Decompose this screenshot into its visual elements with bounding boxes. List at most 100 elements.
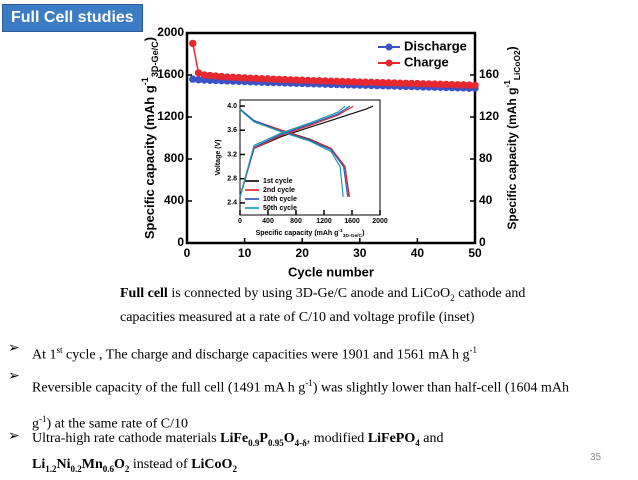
- text-run: Specific capacity (mAh g: [505, 88, 519, 230]
- text-run: Voltage (V): [215, 139, 222, 175]
- text-run: 3D-Ge/C: [343, 233, 363, 239]
- text-run: 0.9: [248, 437, 260, 448]
- data-point: [189, 39, 197, 48]
- bullet: At 1st cycle , The charge and discharge …: [32, 340, 477, 366]
- y-axis-label: Voltage (V): [215, 139, 222, 175]
- text-run: 4-δ: [294, 437, 307, 448]
- bullet-arrow: ➢: [8, 341, 20, 356]
- text-run: -1: [39, 413, 47, 424]
- legend-label: Discharge: [404, 38, 467, 53]
- text-run: ): [505, 46, 519, 50]
- text-run: 0.95: [267, 437, 284, 448]
- text-run: O: [113, 456, 125, 472]
- data-point: [471, 81, 479, 89]
- text-run: st: [56, 345, 63, 355]
- text-run: -1: [305, 378, 313, 388]
- y-tick-label: 2.4: [227, 200, 237, 207]
- x-tick-label: 1200: [316, 218, 332, 225]
- legend-marker: [385, 43, 393, 51]
- legend-label: 2nd cycle: [263, 187, 295, 194]
- x-tick-label: 10: [238, 246, 252, 260]
- bullet-arrow: ➢: [8, 429, 20, 444]
- text-run: Mn: [81, 456, 103, 472]
- plot-frame: [239, 99, 381, 216]
- text-run: -1: [338, 228, 343, 234]
- bullet: Reversible capacity of the full cell (14…: [32, 368, 572, 439]
- x-tick-label: 400: [262, 218, 274, 225]
- x-tick-label: 0: [184, 246, 191, 260]
- bullet: Ultra-high rate cathode materials LiFe0.…: [32, 428, 532, 480]
- x-tick-label: 1600: [344, 218, 360, 225]
- text-run: O: [283, 431, 295, 446]
- bullet-arrow: ➢: [8, 369, 20, 384]
- y-tick-label: 800: [164, 151, 184, 165]
- text-run: ) at the same rate of C/10: [46, 416, 189, 432]
- y-tick-label: 3.2: [227, 151, 237, 158]
- x-tick-label: 20: [296, 246, 310, 260]
- text-run: 0.2: [70, 463, 82, 474]
- y-tick-label: 1600: [157, 67, 184, 81]
- text-run: instead of: [129, 456, 192, 472]
- text-run: ): [362, 230, 364, 237]
- y2-tick-label: 80: [479, 151, 493, 165]
- y2-tick-label: 160: [479, 67, 499, 81]
- text-run: 0.6: [102, 463, 114, 474]
- text-run: ): [142, 37, 157, 41]
- y2-tick-label: 40: [479, 193, 493, 207]
- text-run: LiCoO2: [512, 50, 522, 80]
- text-run: ) was slightly lower than half-cell (160…: [32, 380, 570, 432]
- y2-tick-label: 0: [479, 235, 486, 249]
- text-run: Reversible capacity of the full cell (14…: [32, 380, 306, 396]
- legend-label: 10th cycle: [263, 196, 297, 203]
- legend-label: Charge: [404, 54, 449, 69]
- y2-tick-label: 120: [479, 109, 499, 123]
- text-run: and: [419, 431, 444, 446]
- x-tick-label: 800: [290, 218, 302, 225]
- y-tick-label: 2000: [157, 25, 184, 39]
- text-run: , modified: [306, 431, 368, 446]
- y-tick-label: 2.8: [227, 176, 237, 183]
- text-run: LiFePO: [367, 431, 416, 446]
- text-run: LiCoO: [191, 456, 233, 472]
- x-axis-label: Specific capacity (mAh g-13D-Ge/C): [256, 228, 365, 239]
- legend-marker: [385, 59, 393, 67]
- text-run: P: [259, 431, 268, 446]
- x-tick-label: 30: [353, 246, 367, 260]
- text-run: -1: [502, 80, 512, 88]
- text-run: Li: [32, 456, 46, 472]
- x-tick-label: 50: [468, 246, 482, 260]
- x-axis-label: Cycle number: [288, 264, 374, 279]
- text-run: 4: [415, 437, 420, 448]
- y-axis-label: Specific capacity (mAh g-13D-Ge/C): [140, 37, 160, 239]
- text-run: LiFe: [220, 431, 249, 446]
- text-run: -1: [469, 345, 478, 355]
- y2-axis-label: Specific capacity (mAh g-1LiCoO2): [502, 46, 522, 229]
- text-run: Ultra-high rate cathode materials: [32, 431, 221, 446]
- legend-label: 50th cycle: [263, 205, 297, 212]
- y-tick-label: 400: [164, 193, 184, 207]
- text-run: Ni: [56, 456, 71, 472]
- x-tick-label: 0: [238, 218, 242, 225]
- x-tick-label: 2000: [372, 218, 388, 225]
- y-tick-label: 1200: [157, 109, 184, 123]
- text-run: 2: [124, 463, 130, 474]
- text-run: cycle , The charge and discharge capacit…: [62, 347, 470, 363]
- text-run: 1.2: [45, 463, 57, 474]
- text-run: Specific capacity (mAh g: [142, 85, 157, 239]
- series-line: [239, 105, 346, 197]
- y-tick-label: 0: [177, 235, 184, 249]
- x-tick-label: 40: [411, 246, 425, 260]
- text-run: 3D-Ge/C: [150, 41, 160, 77]
- text-run: 2: [450, 292, 455, 303]
- text-run: cathode and capacities measured at a rat…: [120, 286, 526, 325]
- text-run: 2: [232, 463, 237, 474]
- header: Full Cell studies: [2, 4, 143, 32]
- text-run: At 1: [32, 347, 57, 363]
- text-run: Specific capacity (mAh g: [256, 230, 339, 237]
- y-tick-label: 3.6: [227, 127, 237, 134]
- text-run: -1: [140, 77, 150, 85]
- legend-label: 1st cycle: [263, 178, 293, 185]
- caption: Full cell is connected by using 3D-Ge/C …: [120, 284, 580, 328]
